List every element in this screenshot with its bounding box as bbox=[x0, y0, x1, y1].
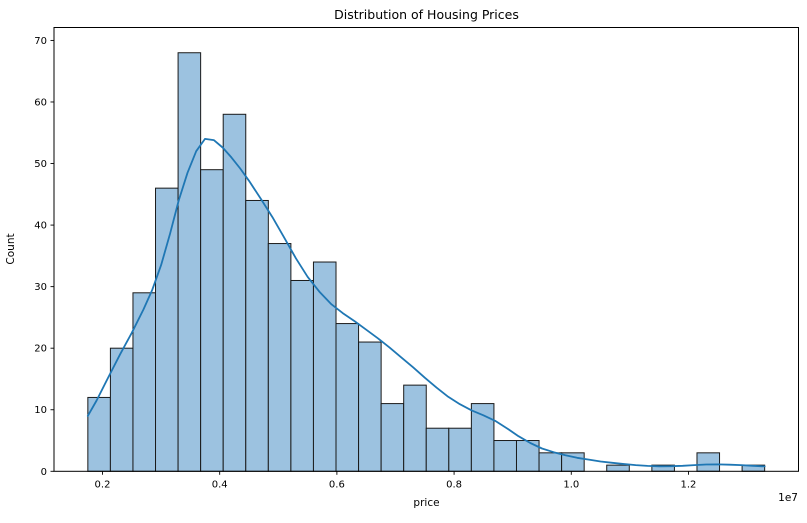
x-axis-offset-label: 1e7 bbox=[778, 492, 798, 504]
y-tick-label: 70 bbox=[34, 36, 47, 47]
x-axis-label: price bbox=[413, 497, 440, 509]
histogram-bar bbox=[177, 52, 202, 472]
histogram-bar bbox=[245, 199, 269, 472]
kde-curve bbox=[86, 138, 766, 468]
histogram-bar bbox=[267, 243, 292, 472]
x-tick-label: 1.0 bbox=[563, 479, 579, 490]
x-tick-label: 0.6 bbox=[329, 479, 345, 490]
histogram-bar bbox=[200, 169, 224, 472]
chart-title: Distribution of Housing Prices bbox=[334, 7, 519, 22]
x-tick-label: 1.2 bbox=[681, 479, 697, 490]
x-tick-label: 0.2 bbox=[95, 479, 111, 490]
y-tick-label: 0 bbox=[41, 467, 47, 478]
histogram-bar bbox=[222, 113, 247, 472]
histogram-bar bbox=[312, 261, 337, 472]
y-axis-label: Count bbox=[5, 233, 17, 265]
histogram-bar bbox=[425, 427, 450, 472]
histogram-bar bbox=[606, 464, 630, 472]
histogram-bar bbox=[290, 279, 314, 472]
histogram-bar bbox=[335, 323, 360, 472]
histogram-bar bbox=[358, 341, 382, 472]
histogram-bar bbox=[403, 384, 427, 472]
y-tick-label: 50 bbox=[34, 159, 47, 170]
histogram-bar bbox=[132, 292, 157, 472]
histogram-bar bbox=[470, 403, 495, 472]
x-tick-label: 0.8 bbox=[446, 479, 462, 490]
histogram-bar bbox=[538, 452, 563, 472]
plot-border bbox=[53, 27, 799, 472]
y-tick-label: 30 bbox=[34, 282, 47, 293]
histogram-bar bbox=[448, 427, 472, 472]
y-tick-label: 10 bbox=[34, 405, 47, 416]
y-tick-label: 60 bbox=[34, 97, 47, 108]
y-tick-label: 40 bbox=[34, 221, 47, 232]
x-tick-label: 0.4 bbox=[212, 479, 228, 490]
histogram-bar bbox=[380, 403, 405, 472]
histogram-bar bbox=[493, 440, 517, 472]
histogram-bar bbox=[696, 452, 721, 472]
y-tick-label: 20 bbox=[34, 344, 47, 355]
histogram-bar bbox=[155, 187, 179, 472]
